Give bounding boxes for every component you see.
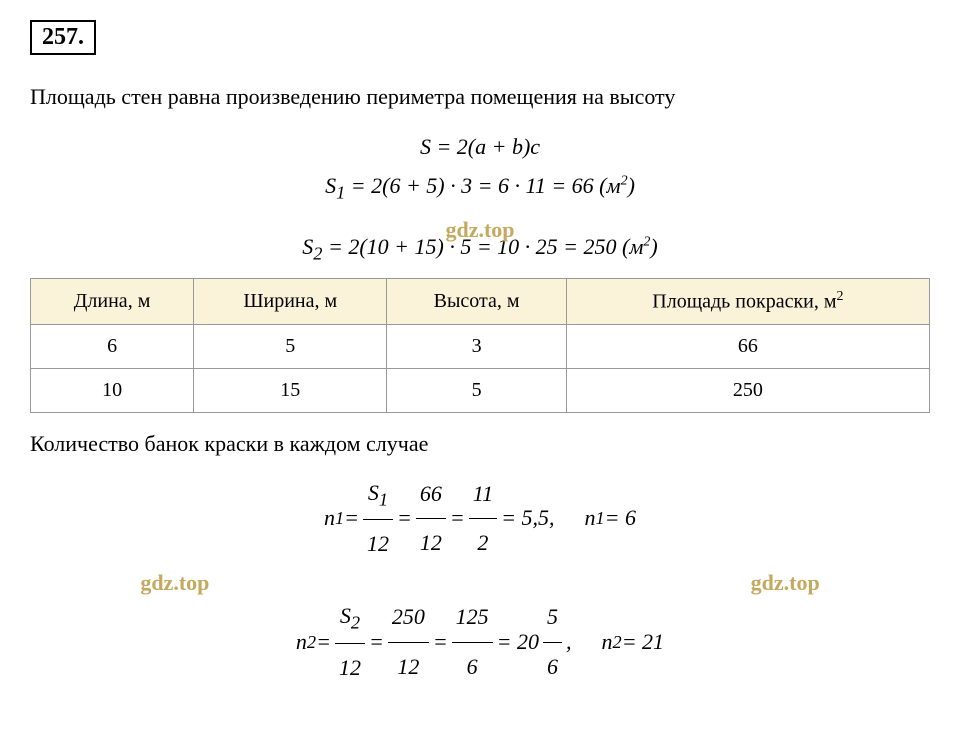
table-cell: 10 bbox=[31, 368, 194, 412]
table-header: Длина, м bbox=[31, 278, 194, 324]
calc-line-2: n2 = S212 = 25012 = 1256 = 2056, n2 = 21 bbox=[30, 592, 930, 692]
table-cell: 15 bbox=[194, 368, 387, 412]
table-cell: 250 bbox=[566, 368, 929, 412]
table-cell: 3 bbox=[387, 324, 566, 368]
problem-number-box: 257. bbox=[30, 20, 96, 55]
formula-main: S = 2(a + b)c bbox=[30, 128, 930, 165]
table-row: 6 5 3 66 bbox=[31, 324, 930, 368]
table-header: Ширина, м bbox=[194, 278, 387, 324]
table-row: 10 15 5 250 bbox=[31, 368, 930, 412]
problem-number: 257. bbox=[42, 24, 84, 50]
description-2: Количество банок краски в каждом случае bbox=[30, 431, 930, 457]
table-cell: 5 bbox=[194, 324, 387, 368]
table-header: Высота, м bbox=[387, 278, 566, 324]
watermark-right: gdz.top bbox=[751, 559, 820, 607]
table-cell: 66 bbox=[566, 324, 929, 368]
table-cell: 5 bbox=[387, 368, 566, 412]
formula-s1: S1 = 2(6 + 5) · 3 = 6 · 11 = 66 (м2) bbox=[30, 167, 930, 209]
formula-block: S = 2(a + b)c S1 = 2(6 + 5) · 3 = 6 · 11… bbox=[30, 128, 930, 270]
table-header-row: Длина, м Ширина, м Высота, м Площадь пок… bbox=[31, 278, 930, 324]
table-cell: 6 bbox=[31, 324, 194, 368]
table-header: Площадь покраски, м2 bbox=[566, 278, 929, 324]
problem-description: Площадь стен равна произведению периметр… bbox=[30, 80, 930, 113]
data-table: Длина, м Ширина, м Высота, м Площадь пок… bbox=[30, 278, 930, 413]
calc-line-1: n1 = S112 = 6612 = 112 = 5,5, n1 = 6 bbox=[30, 469, 930, 569]
calculation-block: n1 = S112 = 6612 = 112 = 5,5, n1 = 6 gdz… bbox=[30, 469, 930, 693]
watermark-top: gdz.top bbox=[445, 211, 514, 248]
watermark-left: gdz.top bbox=[140, 559, 209, 607]
